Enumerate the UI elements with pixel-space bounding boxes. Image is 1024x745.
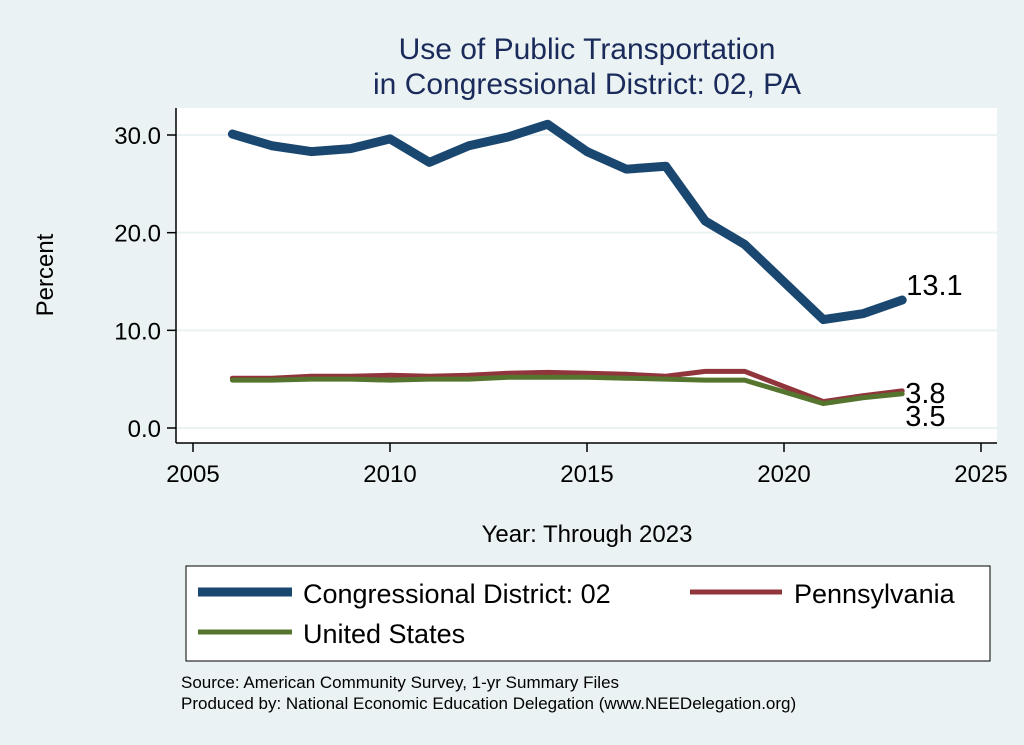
- y-tick-label-0: 0.0: [128, 416, 161, 443]
- chart-title-line-2: in Congressional District: 02, PA: [373, 68, 801, 101]
- x-tick-label-0: 2005: [166, 461, 219, 488]
- source-note: Source: American Community Survey, 1-yr …: [181, 673, 619, 692]
- series-united-states: [229, 374, 905, 407]
- legend-label-congressional-district: Congressional District: 02: [303, 579, 611, 609]
- x-ticks: 2005 2010 2015 2020 2025: [166, 443, 1008, 488]
- plot-area: [176, 108, 997, 443]
- series-congressional-district-02: [227, 119, 907, 325]
- x-axis-title: Year: Through 2023: [482, 521, 693, 548]
- gridlines: [176, 134, 997, 429]
- x-tick-label-1: 2010: [363, 461, 416, 488]
- x-tick-label-3: 2020: [757, 461, 810, 488]
- chart-title-line-1: Use of Public Transportation: [399, 33, 776, 66]
- end-labels: 13.1 3.83.5: [905, 270, 962, 433]
- y-tick-label-3: 30.0: [114, 123, 161, 150]
- y-axis-title: Percent: [32, 233, 59, 316]
- x-tick-label-4: 2025: [954, 461, 1007, 488]
- y-ticks: 0.0 10.0 20.0 30.0: [114, 123, 176, 443]
- series-layer: [227, 119, 907, 407]
- legend-label-pennsylvania: Pennsylvania: [794, 579, 956, 609]
- end-label-united-states: 3.5: [905, 401, 945, 433]
- legend-label-united-states: United States: [303, 619, 465, 649]
- y-tick-label-1: 10.0: [114, 318, 161, 345]
- legend: Congressional District: 02 Pennsylvania …: [185, 565, 991, 662]
- producer-note: Produced by: National Economic Education…: [181, 694, 796, 713]
- end-label-congressional-district-02: 13.1: [906, 270, 962, 302]
- legend-box: [185, 565, 991, 662]
- x-tick-label-2: 2015: [560, 461, 613, 488]
- y-tick-label-2: 20.0: [114, 221, 161, 248]
- end-label-pennsylvania: 3.8: [905, 378, 945, 410]
